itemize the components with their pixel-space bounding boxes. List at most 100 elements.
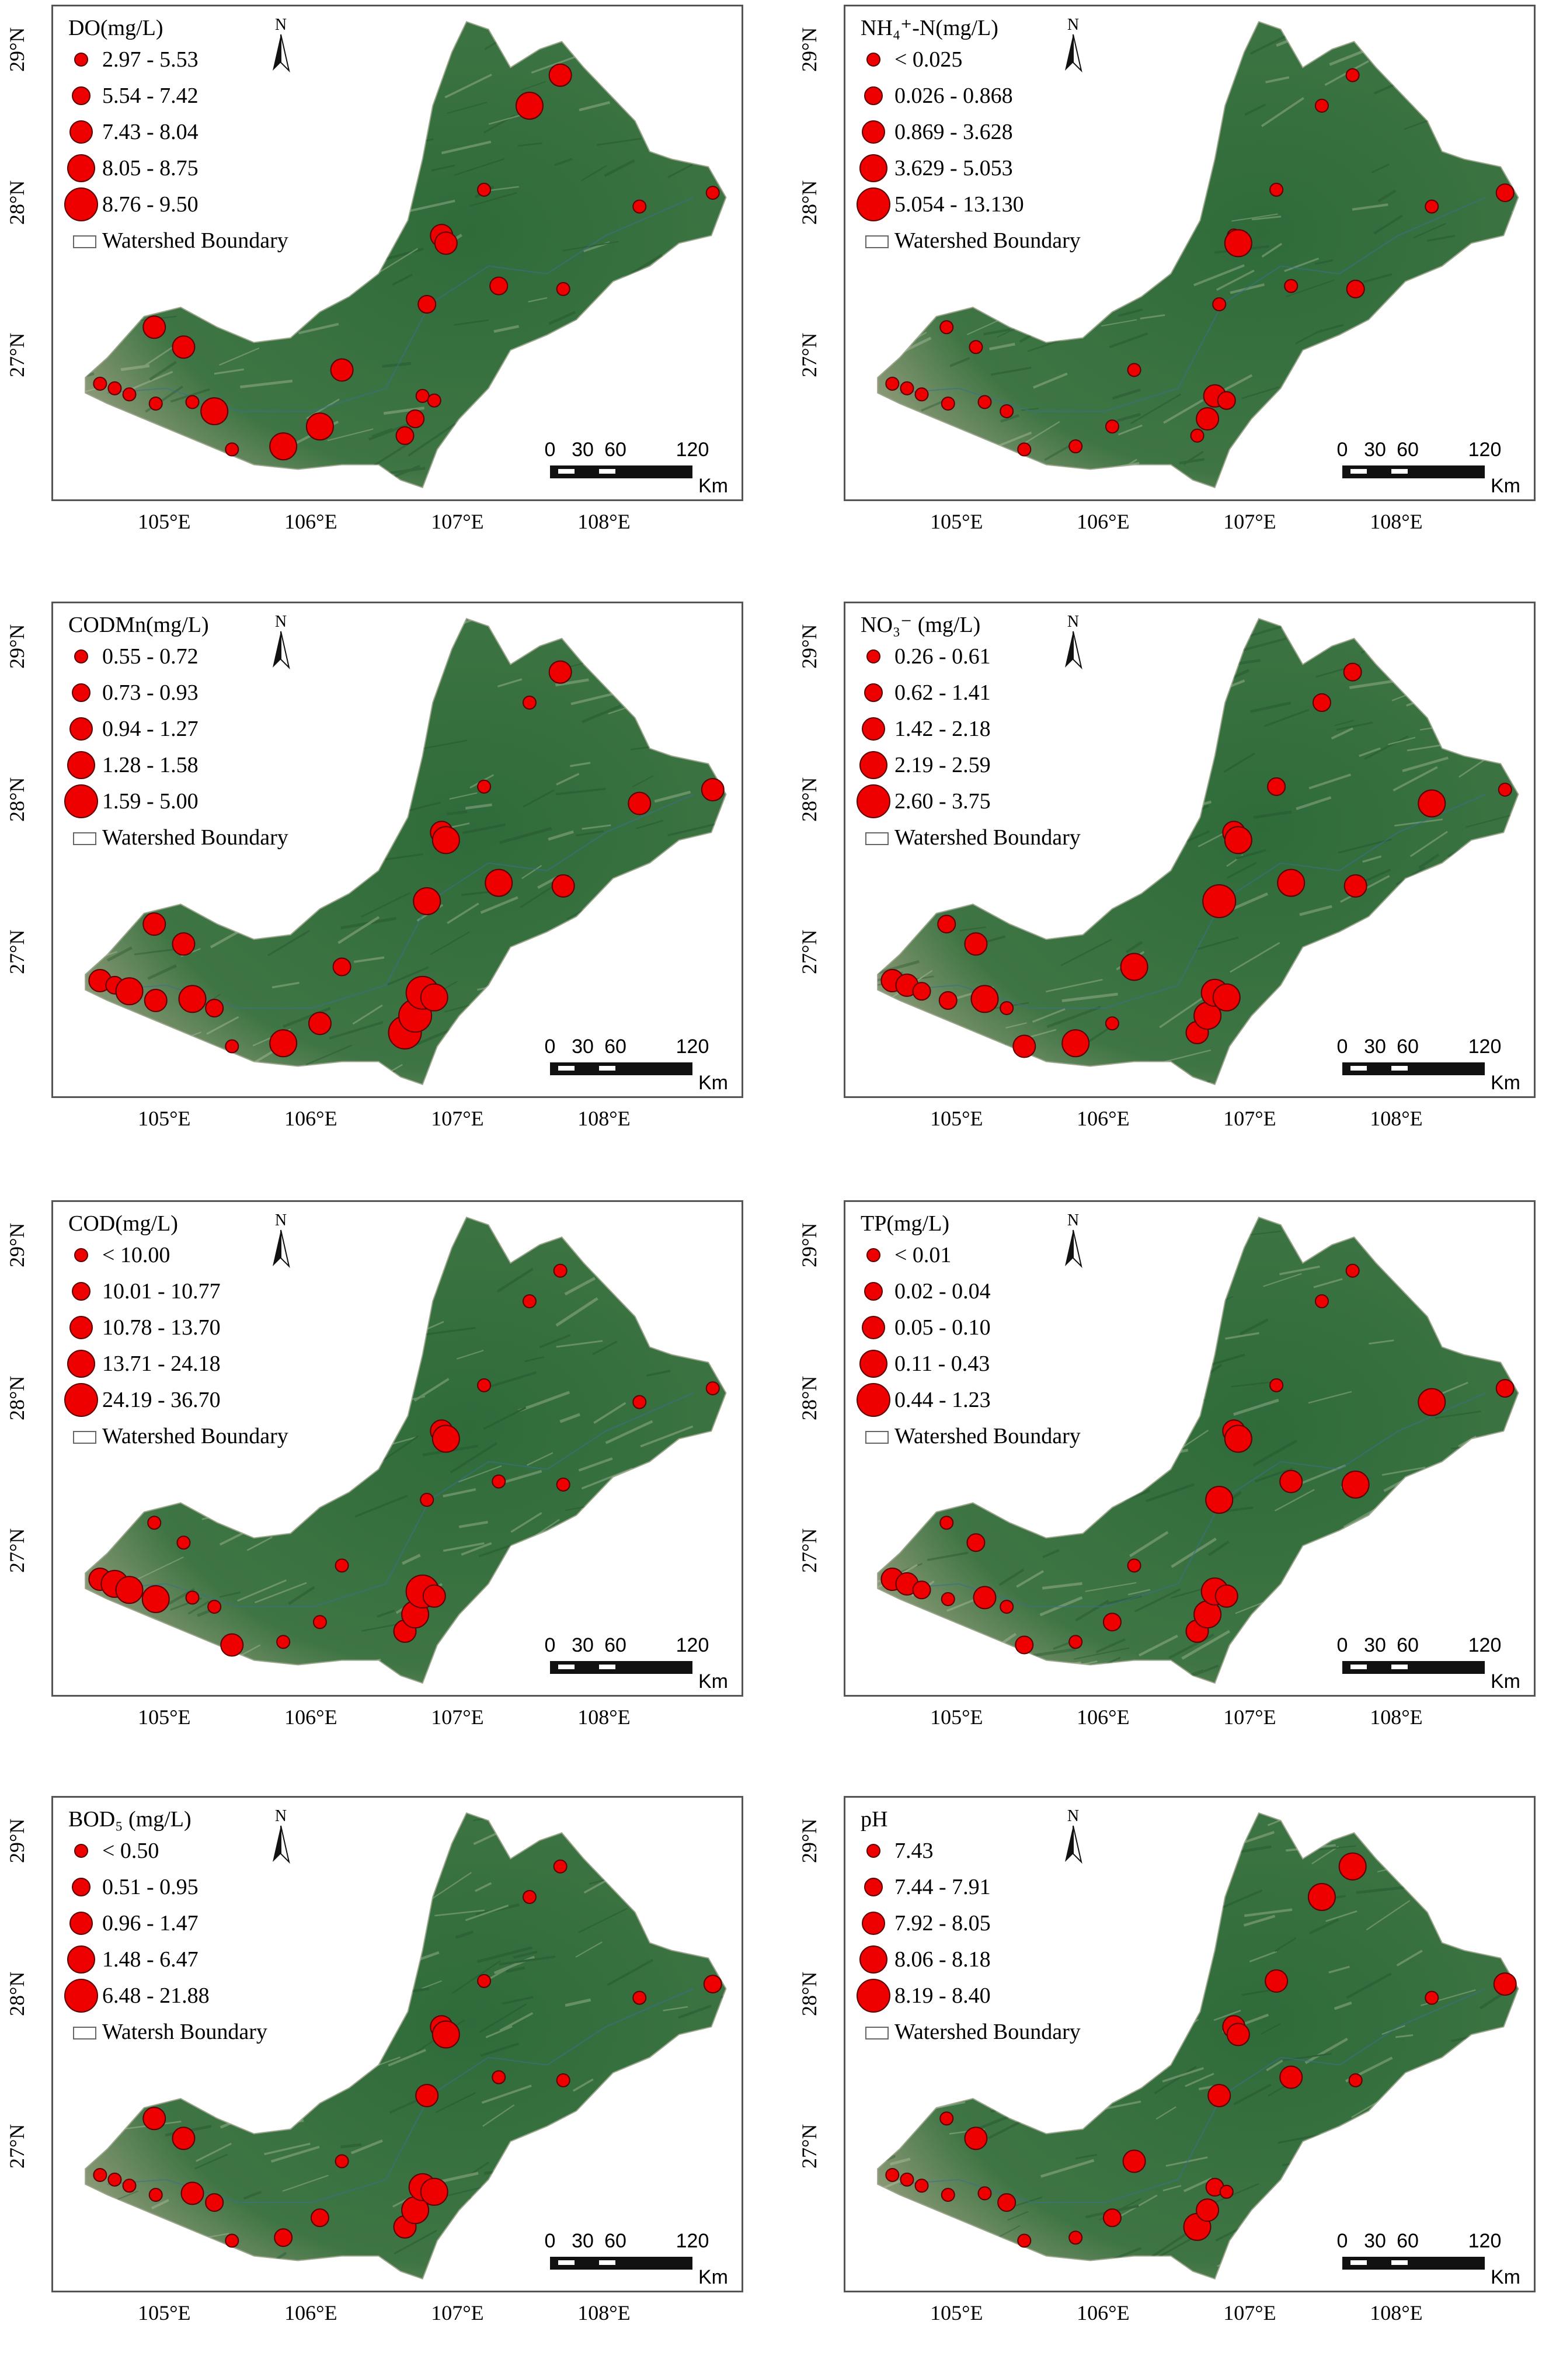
sampling-site-marker — [116, 978, 143, 1005]
longitude-tick-label: 106°E — [284, 1705, 337, 1729]
longitude-tick-label: 105°E — [930, 1106, 983, 1131]
legend-symbol — [857, 784, 890, 818]
scale-unit: Km — [1491, 1670, 1520, 1693]
sampling-site-marker — [1106, 420, 1119, 433]
latitude-tick-label: 27°N — [5, 333, 29, 377]
sampling-site-marker — [628, 793, 650, 815]
latitude-tick-label: 29°N — [5, 27, 29, 72]
scale-bar-segment — [558, 1665, 575, 1669]
sampling-site-marker — [1499, 783, 1512, 796]
legend-symbol — [866, 649, 880, 663]
sampling-site-marker — [516, 92, 543, 119]
legend-item: 0.55 - 0.72 — [68, 638, 209, 675]
latitude-tick-label: 28°N — [5, 180, 29, 225]
longitude-tick-label: 105°E — [138, 509, 190, 534]
legend-label: 1.42 - 2.18 — [894, 717, 991, 741]
legend-boundary-item: Watershed Boundary — [68, 1422, 178, 1452]
latitude-tick-label: 29°N — [797, 1819, 821, 1863]
sampling-site-marker — [331, 359, 353, 381]
legend-symbol — [859, 1945, 887, 1974]
sampling-site-marker — [1270, 183, 1283, 196]
latitude-tick-label: 29°N — [5, 1223, 29, 1267]
scale-label: 60 — [1397, 2230, 1419, 2253]
longitude-tick-label: 107°E — [431, 509, 483, 534]
legend-symbol — [67, 1350, 95, 1378]
legend-item: < 0.01 — [861, 1237, 949, 1273]
sampling-site-marker — [523, 1891, 536, 1903]
sampling-site-marker — [421, 984, 448, 1011]
legend-boundary-label: Watershed Boundary — [102, 228, 288, 253]
legend-item: 0.869 - 3.628 — [861, 114, 998, 150]
legend-label: 0.44 - 1.23 — [894, 1388, 991, 1412]
legend-boundary-item: Watershed Boundary — [68, 823, 209, 853]
legend-symbol — [866, 1248, 880, 1262]
sampling-site-marker — [1128, 363, 1141, 376]
boundary-swatch — [865, 832, 889, 845]
sampling-site-marker — [148, 1516, 161, 1529]
latitude-tick-label: 28°N — [5, 1972, 29, 2016]
longitude-tick-label: 106°E — [1077, 1705, 1129, 1729]
scale-bar-segment — [558, 1066, 575, 1071]
sampling-site-marker — [1069, 2231, 1082, 2244]
sampling-site-marker — [423, 1585, 445, 1607]
legend-title: NO₃⁻ (mg/L) — [861, 611, 980, 638]
legend-symbol — [862, 1912, 885, 1935]
legend-item: 8.05 - 8.75 — [68, 150, 163, 186]
scale-label: 30 — [572, 439, 594, 461]
legend-item: 7.44 - 7.91 — [861, 1869, 887, 1905]
sampling-site-marker — [706, 186, 719, 199]
sampling-site-marker — [1213, 984, 1240, 1011]
legend-boundary-label: Watershed Boundary — [894, 1424, 1081, 1448]
sampling-site-marker — [1123, 2150, 1146, 2172]
legend-boundary-item: Watershed Boundary — [861, 2017, 887, 2048]
sampling-site-marker — [979, 395, 991, 408]
sampling-site-marker — [900, 382, 913, 395]
sampling-site-marker — [93, 2169, 106, 2181]
legend-boundary-label: Watershed Boundary — [102, 825, 288, 850]
longitude-tick-label: 105°E — [138, 2301, 190, 2325]
legend-label: 7.44 - 7.91 — [894, 1875, 991, 1899]
legend-item: 5.054 - 13.130 — [861, 186, 998, 223]
sampling-site-marker — [413, 888, 440, 915]
legend-symbol — [69, 717, 93, 741]
longitude-tick-label: 108°E — [577, 2301, 630, 2325]
legend-item: 0.51 - 0.95 — [68, 1869, 192, 1905]
latitude-tick-label: 27°N — [797, 930, 821, 974]
legend-boundary-label: Watershed Boundary — [894, 228, 1081, 253]
north-arrow-icon: N — [1056, 1209, 1091, 1276]
legend-item: 13.71 - 24.18 — [68, 1346, 178, 1382]
boundary-swatch — [73, 832, 96, 845]
sampling-site-marker — [201, 398, 228, 425]
legend-item: 0.94 - 1.27 — [68, 711, 209, 747]
sampling-site-marker — [967, 1534, 984, 1551]
sampling-site-marker — [270, 433, 297, 460]
sampling-site-marker — [940, 321, 953, 333]
sampling-site-marker — [557, 2074, 570, 2087]
legend-label: 0.26 - 0.61 — [894, 644, 991, 669]
sampling-site-marker — [142, 1586, 169, 1613]
scale-unit: Km — [1491, 1072, 1520, 1095]
legend-symbol — [69, 1316, 93, 1339]
sampling-site-marker — [478, 780, 490, 793]
sampling-site-marker — [406, 410, 424, 428]
sampling-site-marker — [1213, 298, 1226, 311]
sampling-site-marker — [1227, 2023, 1249, 2045]
legend-label: 0.94 - 1.27 — [102, 717, 199, 741]
legend-symbol — [864, 1282, 883, 1301]
sampling-site-marker — [307, 413, 333, 440]
sampling-site-marker — [554, 1264, 567, 1277]
scale-label: 120 — [1468, 1036, 1502, 1058]
scale-label: 60 — [1397, 1036, 1419, 1058]
scale-label: 60 — [604, 1036, 626, 1058]
legend-label: 2.19 - 2.59 — [894, 753, 991, 777]
scale-label: 120 — [676, 1634, 709, 1657]
legend-item: 0.11 - 0.43 — [861, 1346, 949, 1382]
sampling-site-marker — [702, 779, 724, 801]
sampling-site-marker — [1218, 392, 1235, 409]
